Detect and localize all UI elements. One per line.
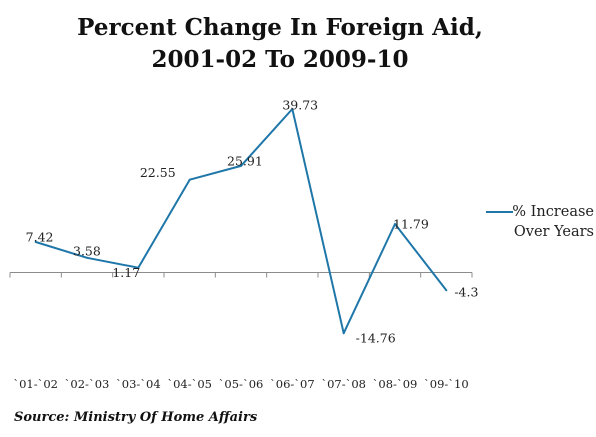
data-label: 25.91 — [227, 153, 263, 168]
source-note: Source: Ministry Of Home Affairs — [14, 410, 258, 425]
chart-title: Percent Change In Foreign Aid, 2001-02 T… — [0, 12, 560, 76]
data-point — [137, 266, 140, 269]
data-label: 39.73 — [282, 98, 318, 113]
x-tick-label: `03-`04 — [116, 377, 161, 391]
legend-swatch — [486, 211, 513, 213]
legend-label: % Increase Over Years — [486, 202, 594, 242]
data-label: -4.3 — [454, 285, 478, 300]
data-label: -14.76 — [356, 331, 396, 346]
data-point — [291, 108, 294, 110]
legend-label-line-2: Over Years — [513, 224, 594, 240]
data-label: 7.42 — [26, 229, 54, 244]
x-tick-label: `06-`07 — [270, 377, 315, 391]
x-tick-label: `07-`08 — [321, 377, 366, 391]
x-tick-label: `02-`03 — [65, 377, 110, 391]
x-tick-label: `04-`05 — [167, 377, 212, 391]
data-point — [188, 178, 191, 181]
chart-title-line-2: 2001-02 To 2009-10 — [151, 46, 409, 73]
data-label: 3.58 — [73, 243, 101, 258]
x-tick-label: `05-`06 — [219, 377, 264, 391]
data-point — [34, 240, 37, 243]
data-point — [86, 256, 88, 259]
data-label: 22.55 — [140, 165, 176, 180]
data-label: 11.79 — [393, 216, 429, 231]
x-tick-label: `01-`02 — [13, 377, 58, 391]
x-tick-label: `08-`09 — [373, 377, 418, 391]
data-label: 1.17 — [112, 265, 140, 280]
legend-label-line-1: % Increase — [512, 204, 594, 220]
data-point — [240, 164, 242, 167]
x-tick-label: `09-`10 — [424, 377, 469, 391]
data-point — [342, 332, 345, 335]
data-point — [445, 289, 448, 292]
data-point — [394, 222, 396, 225]
chart-title-line-1: Percent Change In Foreign Aid, — [77, 14, 483, 41]
series-line — [35, 108, 448, 335]
